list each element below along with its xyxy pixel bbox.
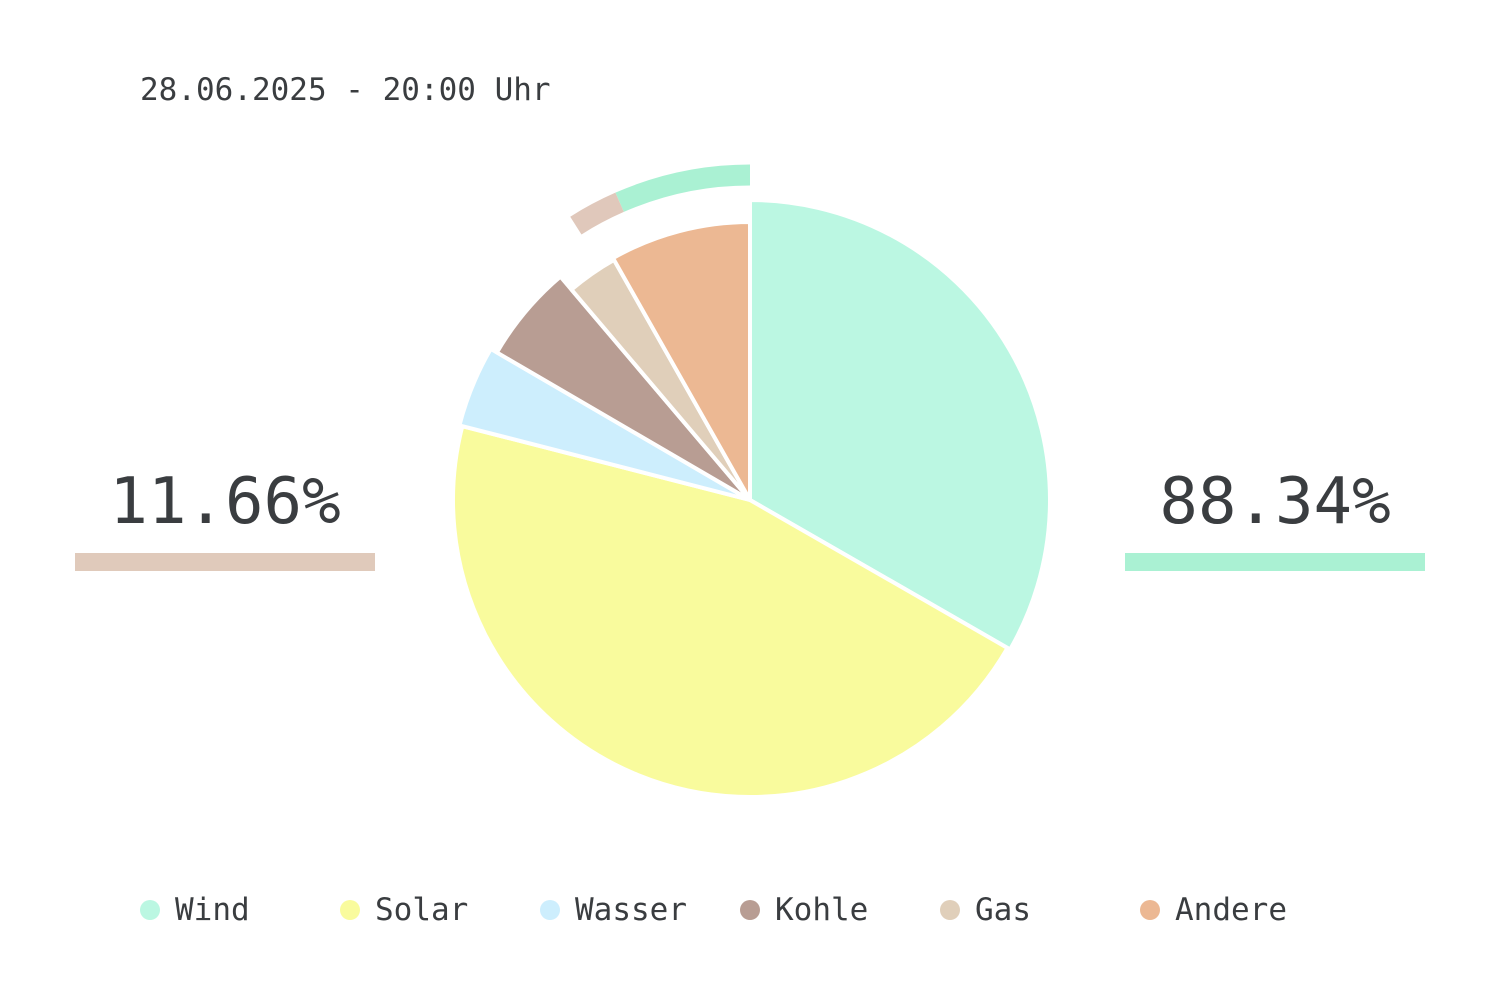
pie-slice-wasser: [457, 346, 752, 502]
legend-item-gas: Gas: [940, 890, 1031, 930]
pie-slice-solar: [451, 424, 1010, 799]
ring-segment-renewable: [615, 164, 751, 212]
legend-swatch: [340, 900, 360, 920]
legend-label: Andere: [1175, 892, 1287, 928]
legend-swatch: [740, 900, 760, 920]
legend-swatch: [940, 900, 960, 920]
legend-item-kohle: Kohle: [740, 890, 868, 930]
outer-ring: [570, 164, 751, 235]
chart-timestamp: 28.06.2025 - 20:00 Uhr: [140, 72, 551, 108]
legend-label: Wind: [175, 892, 250, 928]
pie-slices: [451, 198, 1053, 799]
pie-slice-andere: [611, 220, 752, 502]
pie-slice-kohle: [494, 274, 752, 502]
fossil-bar: [75, 553, 375, 571]
renewable-percentage: 88.34%: [1159, 465, 1391, 539]
legend-label: Gas: [975, 892, 1031, 928]
legend-item-wind: Wind: [140, 890, 250, 930]
legend-label: Solar: [375, 892, 469, 928]
fossil-percentage: 11.66%: [109, 465, 341, 539]
ring-segment-fossil: [570, 192, 624, 235]
legend-label: Kohle: [775, 892, 869, 928]
legend-item-solar: Solar: [340, 890, 468, 930]
legend-item-wasser: Wasser: [540, 890, 687, 930]
legend-swatch: [1140, 900, 1160, 920]
legend-swatch: [540, 900, 560, 920]
legend-swatch: [140, 900, 160, 920]
legend-label: Wasser: [575, 892, 687, 928]
renewable-bar: [1125, 553, 1425, 571]
legend-item-andere: Andere: [1140, 890, 1287, 930]
pie-slice-wind: [748, 198, 1053, 652]
